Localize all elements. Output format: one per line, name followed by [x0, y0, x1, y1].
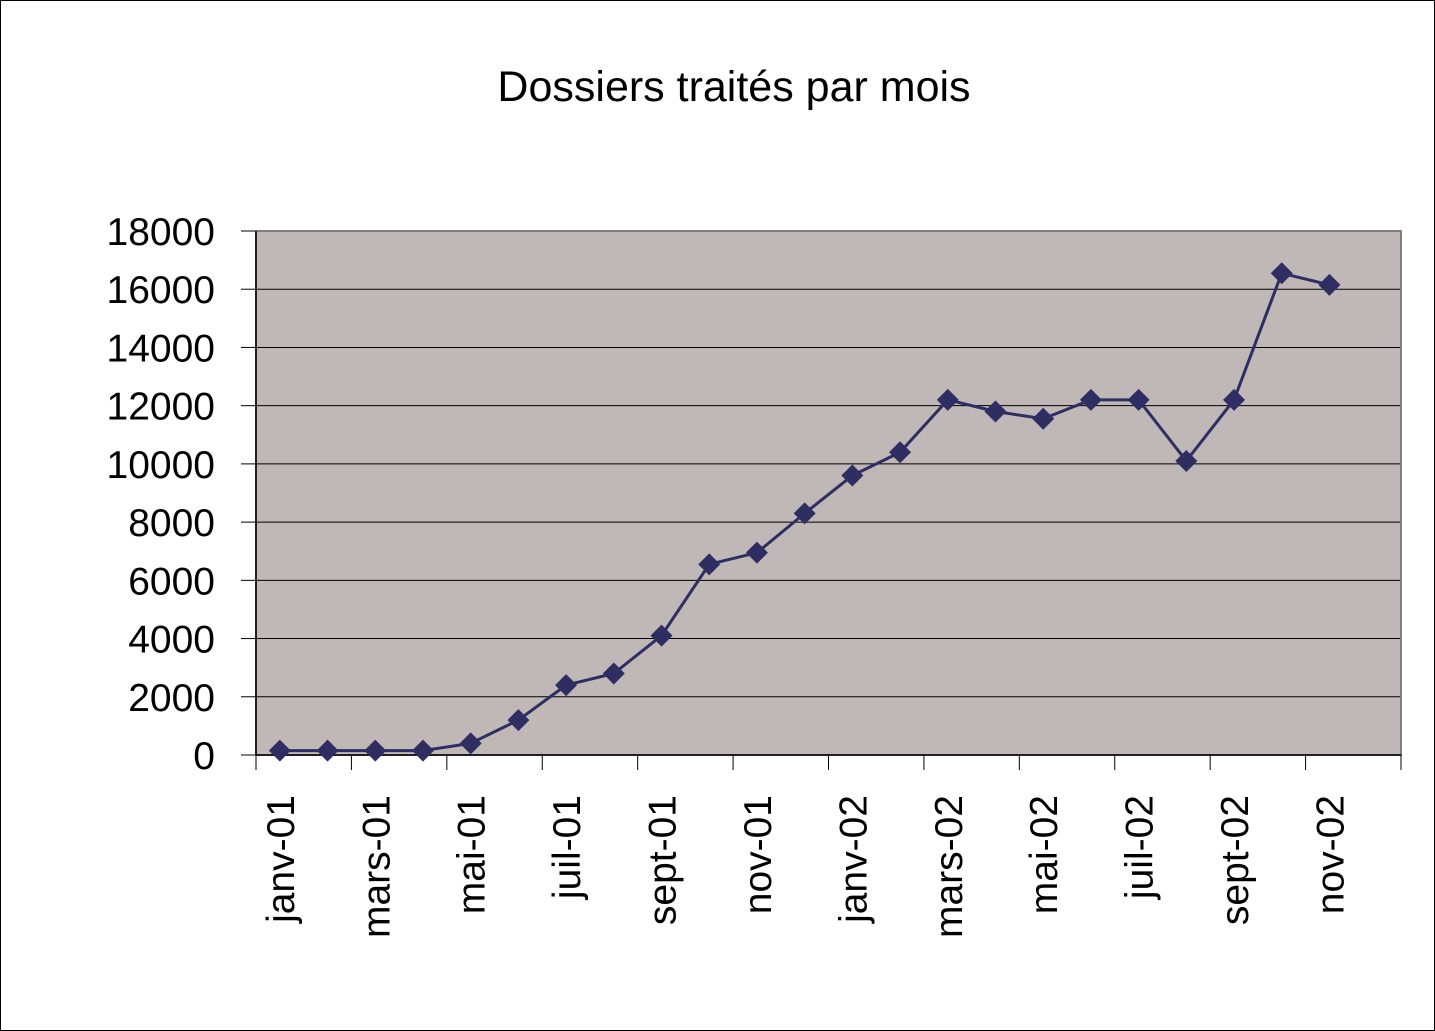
- y-tick-label: 10000: [107, 444, 215, 487]
- y-tick-label: 4000: [128, 619, 215, 662]
- marker: [555, 674, 578, 697]
- marker: [698, 553, 721, 576]
- marker: [793, 502, 816, 525]
- x-tick-label: juil-02: [1119, 795, 1162, 900]
- x-tick-label: juil-01: [546, 795, 589, 900]
- x-tick-label: janv-01: [260, 795, 303, 924]
- marker: [984, 400, 1007, 423]
- marker: [459, 732, 482, 755]
- chart-title: Dossiers traités par mois: [497, 63, 970, 111]
- marker: [1079, 388, 1102, 411]
- x-tick-label: mai-01: [451, 795, 494, 914]
- marker: [841, 464, 864, 487]
- marker: [364, 739, 387, 762]
- marker: [268, 739, 291, 762]
- y-tick-label: 0: [193, 735, 215, 778]
- x-tick-label: sept-02: [1214, 795, 1257, 925]
- x-tick-label: nov-02: [1309, 795, 1352, 914]
- y-tick-label: 8000: [128, 502, 215, 545]
- x-tick-label: sept-01: [642, 795, 685, 925]
- x-tick-label: mars-01: [355, 795, 398, 938]
- marker: [889, 441, 912, 464]
- x-tick-label: janv-02: [832, 795, 875, 924]
- marker: [650, 624, 673, 647]
- y-tick-label: 6000: [128, 560, 215, 603]
- marker: [1127, 388, 1150, 411]
- marker: [936, 388, 959, 411]
- y-tick-label: 16000: [107, 269, 215, 312]
- marker: [602, 662, 625, 685]
- x-tick-label: mai-02: [1023, 795, 1066, 914]
- marker: [745, 541, 768, 564]
- marker: [411, 739, 434, 762]
- marker: [507, 709, 530, 732]
- marker: [1032, 407, 1055, 430]
- marker: [1175, 449, 1198, 472]
- marker: [316, 739, 339, 762]
- x-tick-label: nov-01: [737, 795, 780, 914]
- marker: [1318, 273, 1341, 296]
- y-tick-label: 2000: [128, 677, 215, 720]
- marker: [1270, 262, 1293, 285]
- x-tick-label: mars-02: [928, 795, 971, 938]
- marker: [1223, 388, 1246, 411]
- y-tick-label: 12000: [107, 386, 215, 429]
- y-tick-label: 18000: [107, 211, 215, 254]
- y-tick-label: 14000: [107, 327, 215, 370]
